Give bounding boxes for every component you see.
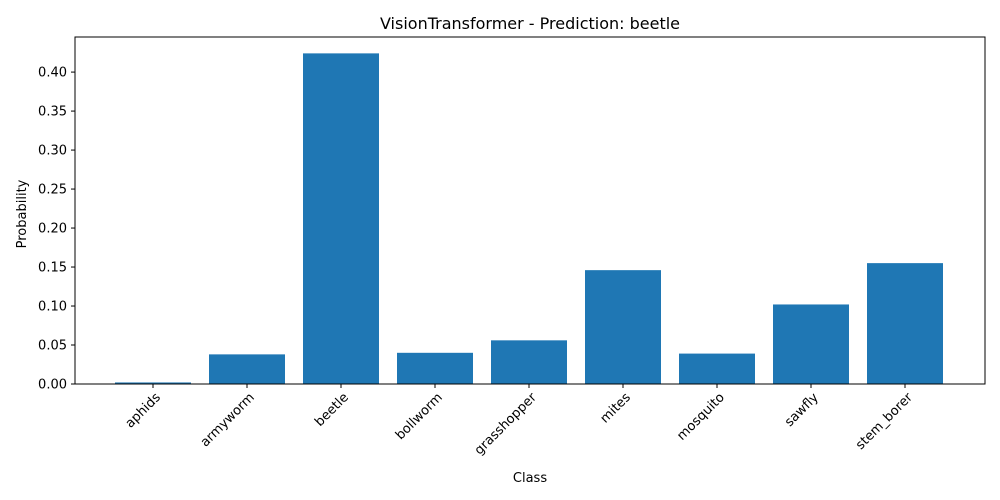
- y-tick-label: 0.00: [38, 378, 67, 393]
- y-tick-label: 0.30: [38, 144, 67, 159]
- bar-mosquito: [679, 353, 755, 384]
- x-tick-label: mites: [598, 390, 634, 426]
- y-tick-label: 0.15: [38, 261, 67, 276]
- bar-stem-borer: [867, 263, 943, 384]
- plot-area: aphids armyworm beetle bollworm grasshopper m…: [38, 36, 986, 458]
- y-tick-label: 0.35: [38, 105, 67, 120]
- bar-sawfly: [773, 304, 849, 384]
- x-tick-label: stem_borer: [853, 390, 916, 453]
- x-tick-label: armyworm: [198, 390, 258, 450]
- x-tick-label: grasshopper: [472, 390, 540, 458]
- x-axis-title: Class: [513, 471, 547, 486]
- x-tick-label: bollworm: [393, 390, 446, 443]
- bar-mites: [585, 270, 661, 384]
- chart-title: VisionTransformer - Prediction: beetle: [380, 14, 680, 33]
- bar-grasshopper: [491, 340, 567, 384]
- bar-aphids: [115, 382, 191, 384]
- x-tick-label: aphids: [123, 390, 164, 431]
- y-tick-label: 0.25: [38, 183, 67, 198]
- bar-bollworm: [397, 352, 473, 384]
- y-tick-label: 0.10: [38, 300, 67, 315]
- x-tick-label: sawfly: [782, 390, 822, 430]
- y-tick-label: 0.40: [38, 66, 67, 81]
- bar-beetle: [303, 53, 379, 385]
- x-tick-label: beetle: [312, 390, 352, 430]
- y-tick-label: 0.05: [38, 339, 67, 354]
- x-tick-label: mosquito: [674, 390, 727, 443]
- bar-armyworm: [209, 354, 285, 384]
- y-tick-label: 0.20: [38, 222, 67, 237]
- plot-frame: [74, 36, 986, 385]
- y-axis-title: Probability: [15, 179, 30, 248]
